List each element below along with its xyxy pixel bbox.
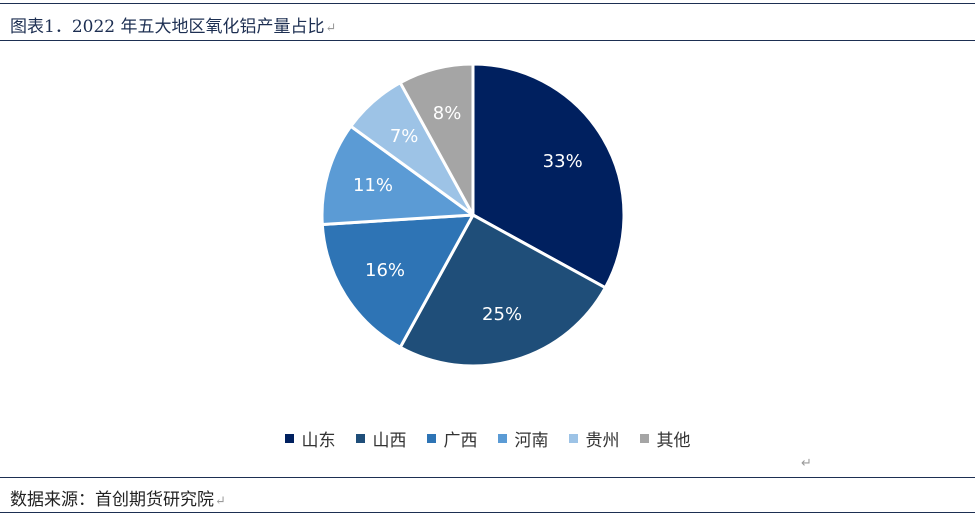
pie-slice-2 [320, 213, 475, 349]
legend-swatch [355, 433, 365, 443]
figure-title-bar: 图表1．2022 年五大地区氧化铝产量占比↵ [0, 3, 975, 41]
slice-label-5: 8% [433, 103, 462, 124]
legend-item-2: 广西 [426, 426, 478, 451]
legend-label: 河南 [514, 430, 549, 451]
legend-item-3: 河南 [497, 426, 549, 451]
pie-svg: 33% 25% 16% 11% 7% 8% [320, 62, 626, 368]
figure-title-text: 图表1．2022 年五大地区氧化铝产量占比 [10, 17, 325, 37]
legend-item-5: 其他 [639, 426, 691, 451]
legend-swatch [497, 433, 507, 443]
legend-swatch [639, 433, 649, 443]
pie-slice-0 [471, 62, 626, 290]
legend-label: 广西 [443, 430, 478, 451]
chart-legend: 山东 山西 广西 河南 贵州 其他 [0, 426, 975, 451]
source-text: 数据来源：首创期货研究院 [10, 490, 214, 510]
legend-item-0: 山东 [284, 426, 336, 451]
slice-label-0: 33% [543, 151, 583, 172]
legend-item-4: 贵州 [568, 426, 620, 451]
return-mark: ↵ [325, 21, 337, 36]
pie-slice-3 [320, 124, 475, 226]
slice-label-1: 25% [482, 304, 522, 325]
pie-slice-1 [398, 213, 607, 368]
legend-label: 其他 [656, 430, 691, 451]
slice-label-3: 11% [353, 175, 393, 196]
slice-label-4: 7% [390, 126, 419, 147]
legend-label: 贵州 [585, 430, 620, 451]
legend-label: 山东 [301, 430, 336, 451]
source-note: 数据来源：首创期货研究院↵ [10, 485, 226, 510]
legend-swatch [426, 433, 436, 443]
return-mark: ↵ [801, 456, 812, 471]
legend-label: 山西 [372, 430, 407, 451]
legend-item-1: 山西 [355, 426, 407, 451]
pie-chart: 33% 25% 16% 11% 7% 8% [0, 43, 975, 473]
slice-label-2: 16% [365, 260, 405, 281]
return-mark: ↵ [215, 494, 226, 509]
source-bar: 数据来源：首创期货研究院↵ [0, 477, 975, 513]
legend-swatch [568, 433, 578, 443]
figure-title: 图表1．2022 年五大地区氧化铝产量占比↵ [10, 12, 336, 37]
pie-slice-5 [398, 62, 475, 217]
legend-swatch [284, 433, 294, 443]
